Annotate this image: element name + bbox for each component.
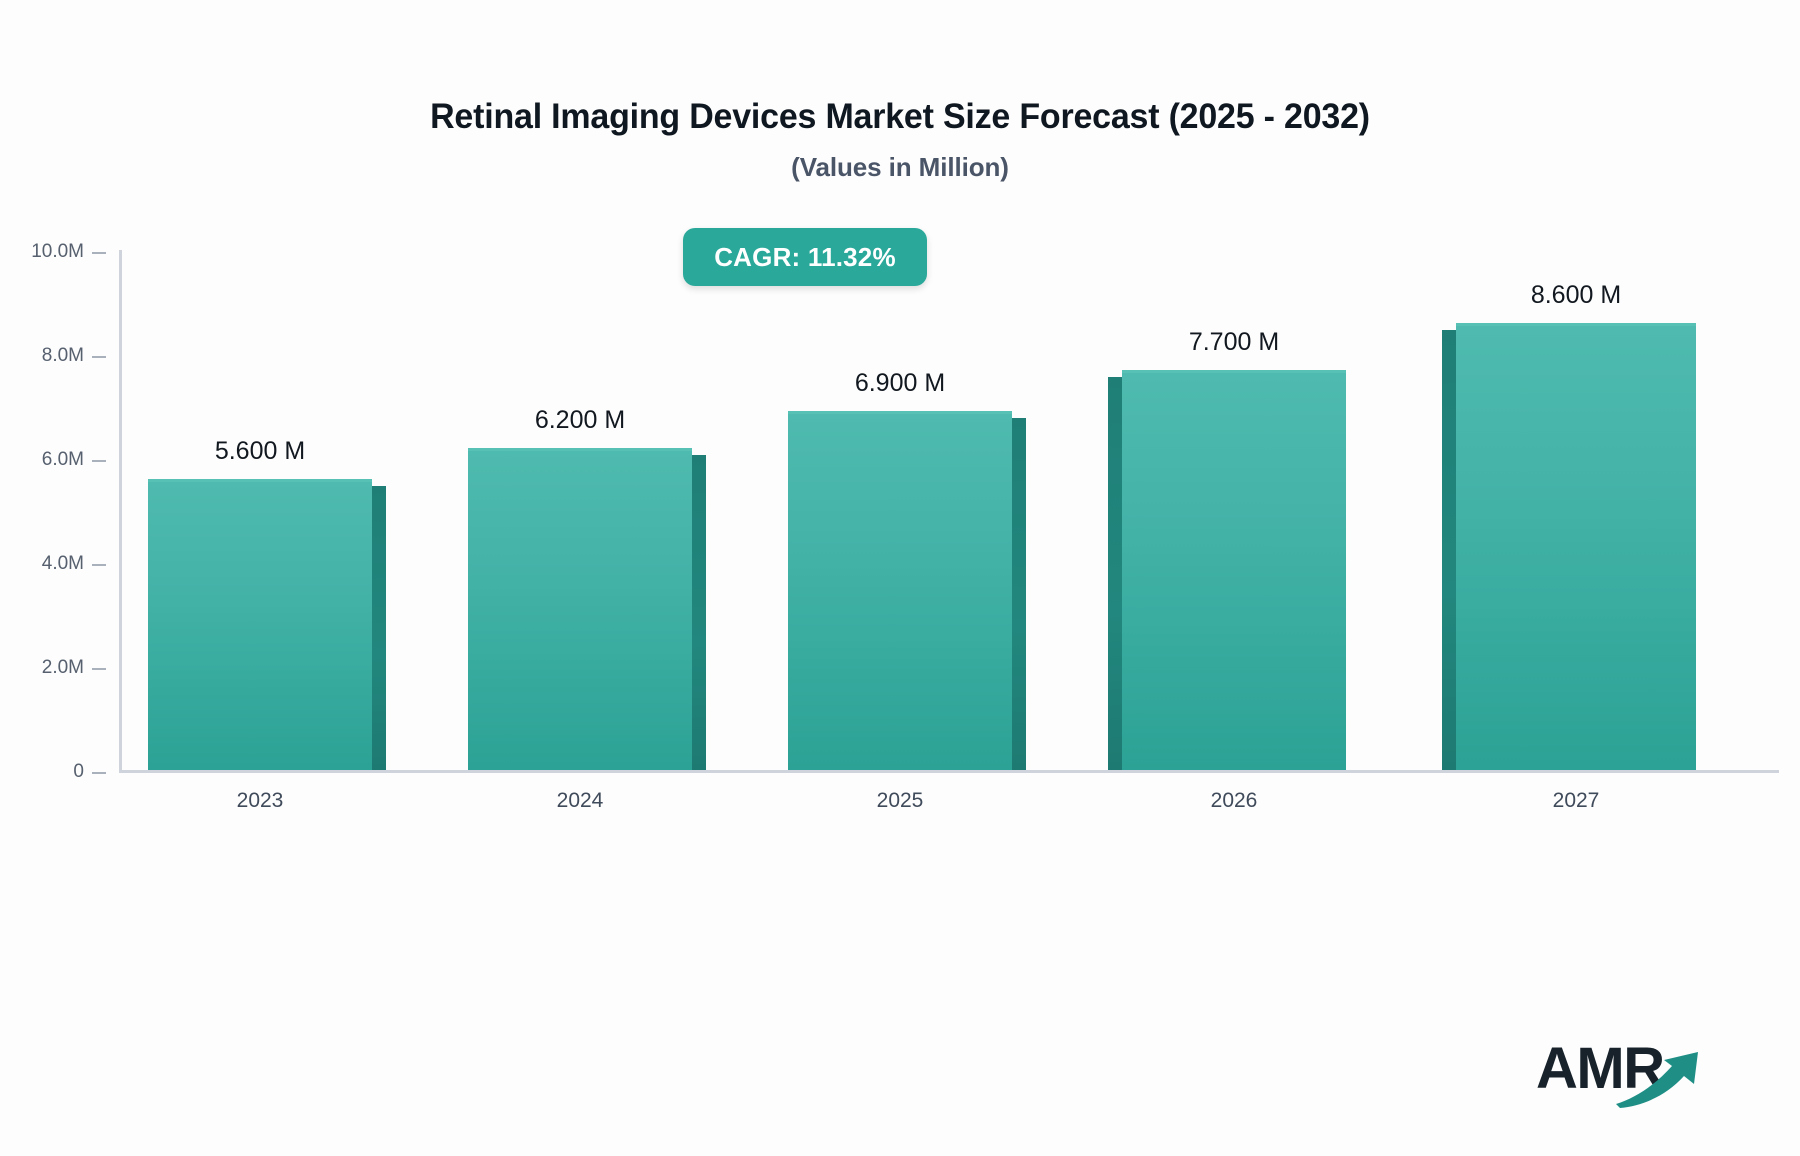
growth-arrow-icon (1616, 1052, 1698, 1108)
bar-top-cap-2025 (788, 411, 1012, 414)
bar-front-face-2025 (788, 411, 1012, 770)
bar-top-cap-2023 (148, 479, 372, 482)
bar-2023[interactable]: 5.600 M (148, 437, 386, 770)
y-tick-dash-2 (92, 668, 106, 670)
y-tick-label-4: 4.0M (41, 553, 84, 574)
cagr-badge: CAGR: 11.32% (683, 228, 927, 286)
bar-side-face-2024 (692, 455, 706, 770)
x-tick-label-2027: 2027 (1552, 789, 1600, 812)
bar-front-face-2023 (148, 479, 372, 770)
cagr-badge-label: CAGR: 11.32% (714, 241, 896, 272)
y-tick-dash-4 (92, 564, 106, 566)
y-tick-dash-6 (92, 460, 106, 462)
bar-side-face-2025 (1012, 418, 1026, 770)
y-tick-label-0: 0 (73, 761, 84, 782)
x-axis-line (119, 770, 1779, 773)
y-tick-label-6: 6.0M (41, 449, 84, 470)
bar-value-label-2025: 6.900 M (854, 369, 946, 397)
x-tick-label-2023: 2023 (236, 789, 284, 812)
bar-value-label-2027: 8.600 M (1530, 281, 1622, 309)
bar-2027[interactable]: 8.600 M (1442, 281, 1696, 770)
bar-value-label-2024: 6.200 M (534, 406, 626, 434)
bar-2025[interactable]: 6.900 M (788, 369, 1026, 770)
bar-top-cap-2026 (1122, 370, 1346, 373)
bar-top-cap-2027 (1456, 323, 1696, 326)
bar-2026[interactable]: 7.700 M (1108, 328, 1346, 770)
bar-front-face-2026 (1122, 370, 1346, 770)
y-tick-dash-8 (92, 356, 106, 358)
y-tick-dash-0 (92, 772, 106, 774)
y-tick-label-8: 8.0M (41, 345, 84, 366)
y-tick-label-2: 2.0M (41, 657, 84, 678)
bar-value-label-2023: 5.600 M (214, 437, 306, 465)
y-axis-line (119, 250, 122, 772)
bar-front-face-2027 (1456, 323, 1696, 770)
bar-value-label-2026: 7.700 M (1188, 328, 1280, 356)
x-tick-label-2024: 2024 (556, 789, 604, 812)
bar-side-face-2027 (1442, 330, 1456, 770)
y-tick-label-10: 10.0M (31, 241, 84, 262)
amr-wordmark: AMR (1536, 1036, 1665, 1101)
bar-top-cap-2024 (468, 448, 692, 451)
bar-2024[interactable]: 6.200 M (468, 406, 706, 770)
bar-side-face-2026 (1108, 377, 1122, 770)
amr-logo: AMR (1536, 1036, 1716, 1108)
y-tick-dash-10 (92, 252, 106, 254)
x-tick-label-2025: 2025 (876, 789, 924, 812)
bar-front-face-2024 (468, 448, 692, 770)
bar-side-face-2023 (372, 486, 386, 770)
x-tick-label-2026: 2026 (1210, 789, 1258, 812)
